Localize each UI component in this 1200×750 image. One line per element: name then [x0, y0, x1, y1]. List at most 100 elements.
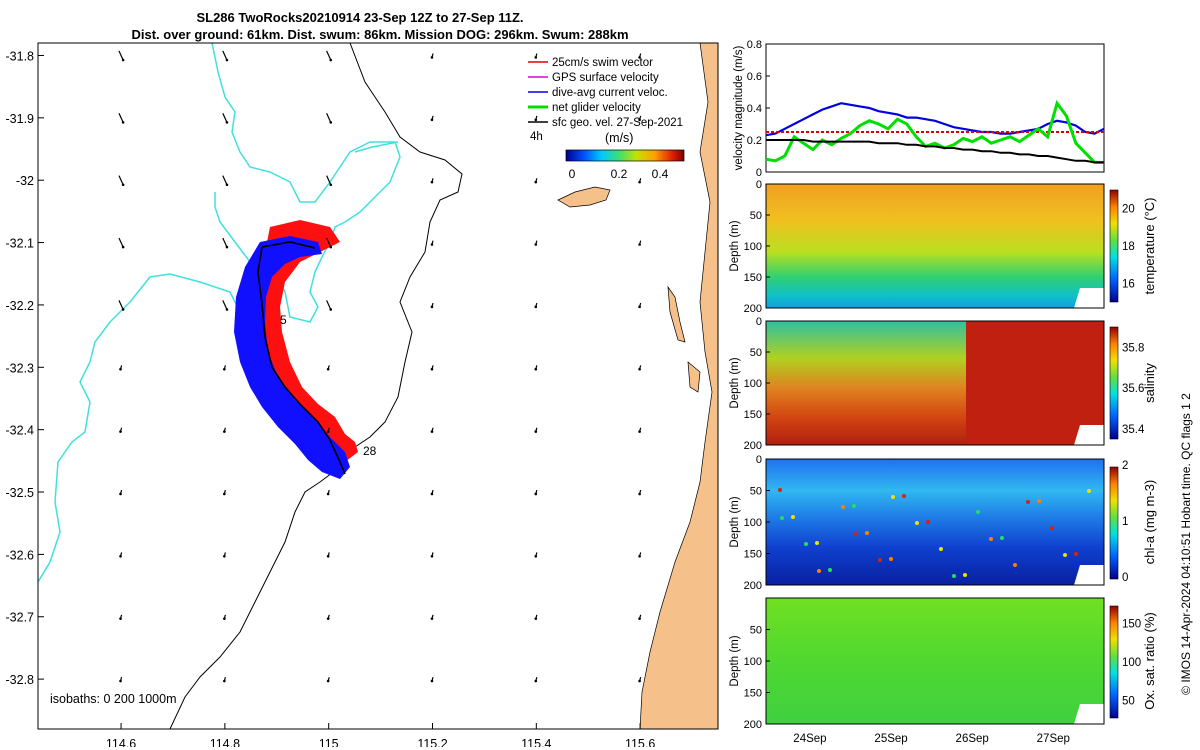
map-ytick-label: -32.4	[6, 424, 35, 438]
current-arrow-head	[326, 492, 330, 496]
colorbar-tick-label: 150	[1122, 618, 1141, 630]
depth-tick-label: 100	[744, 517, 762, 529]
oxygen-mask	[1074, 704, 1104, 724]
current-arrow-head	[326, 367, 330, 371]
oxygen-field	[766, 598, 1104, 724]
current-arrow-head	[223, 679, 226, 683]
map-ytick-label: -32.3	[6, 361, 35, 375]
velocity-ytick-label: 0.2	[747, 135, 762, 147]
chla-point	[952, 574, 956, 578]
current-arrow	[222, 300, 228, 310]
depth-tick-label: 150	[744, 688, 762, 700]
current-arrow-head	[225, 183, 229, 187]
temperature-cblabel: temperature (°C)	[1142, 198, 1157, 295]
depth-tick-label: 0	[756, 454, 762, 466]
map-legend: 25cm/s swim vector GPS surface velocity …	[528, 57, 685, 181]
chla-point	[1087, 489, 1091, 493]
depth-tick-label: 150	[744, 409, 762, 421]
depth-tick-label: 200	[744, 719, 762, 731]
colorbar-tick-2: 0.4	[652, 167, 669, 181]
chla-point	[778, 488, 782, 492]
current-arrow-head	[430, 243, 434, 246]
velocity-series-2	[765, 99, 1104, 164]
chla-point	[865, 531, 869, 535]
temperature-ylabel: Depth (m)	[729, 220, 741, 271]
colorbar-tick-label: 0	[1122, 572, 1128, 584]
colorbar-tick-label: 35.8	[1122, 342, 1144, 354]
salinity-colorbar	[1109, 326, 1119, 440]
current-arrow-head	[638, 367, 641, 371]
depth-tick-label: 50	[750, 210, 762, 222]
map-ytick-label: -31.9	[6, 112, 35, 126]
current-arrow-head	[119, 555, 122, 558]
chla-point	[804, 542, 808, 546]
chla-point	[891, 495, 895, 499]
current-arrow	[326, 50, 332, 61]
legend-extra: 4h	[530, 131, 543, 143]
velocity-ytick-label: 0.4	[747, 103, 762, 115]
temperature-colorbar	[1109, 189, 1119, 303]
time-tick-label: 26Sep	[956, 733, 989, 745]
colorbar-tick-label: 16	[1122, 278, 1135, 290]
current-arrow-head	[326, 430, 330, 433]
chla-point	[1074, 552, 1078, 556]
chla-cblabel: chl-a (mg m-3)	[1142, 480, 1157, 565]
current-arrow-head	[430, 367, 434, 371]
current-arrow-head	[223, 430, 226, 433]
depth-tick-label: 50	[750, 347, 762, 359]
velocity-ytick-label: 0.6	[747, 71, 762, 83]
current-arrow-head	[430, 492, 434, 496]
colorbar-tick-label: 100	[1122, 657, 1141, 669]
glider-path	[257, 241, 346, 475]
current-arrow-head	[534, 367, 538, 371]
current-arrow-head	[430, 180, 434, 184]
current-arrow-head	[225, 121, 229, 124]
chla-point	[915, 521, 919, 525]
velocity-ytick-label: 0	[756, 167, 762, 178]
current-arrow	[222, 50, 228, 61]
chla-point	[963, 573, 967, 577]
map-xtick-label: 114.6	[106, 737, 136, 747]
current-arrow-head	[638, 430, 641, 433]
legend-label-dive: dive-avg current veloc.	[552, 87, 668, 99]
chla-point	[854, 532, 858, 536]
speed-colorbar	[565, 149, 685, 162]
time-tick-label: 24Sep	[793, 733, 826, 745]
current-arrow-head	[638, 617, 641, 620]
chla-point	[889, 557, 893, 561]
current-arrow-head	[121, 245, 125, 249]
map-ytick-label: -32.6	[6, 548, 35, 562]
current-arrow-head	[329, 58, 333, 62]
depth-tick-label: 200	[744, 440, 762, 452]
chla-point	[841, 505, 845, 509]
current-arrow-head	[119, 679, 122, 683]
colorbar-tick-label: 35.4	[1122, 424, 1145, 436]
current-arrow	[326, 175, 332, 185]
current-arrow-head	[430, 679, 434, 683]
depth-tick-label: 100	[744, 241, 762, 253]
current-arrow	[118, 237, 124, 248]
current-arrow-head	[430, 118, 434, 122]
depth-tick-label: 100	[744, 656, 762, 668]
current-arrow	[118, 175, 124, 185]
current-arrow-head	[223, 367, 226, 371]
current-arrow-head	[225, 245, 229, 249]
track-label-end: 28	[363, 444, 377, 458]
map-xtick-label: 115	[319, 737, 339, 747]
legend-label-sfc: sfc geo. vel. 27-Sep-2021	[552, 117, 683, 129]
chla-mask	[1074, 565, 1104, 585]
current-arrow-head	[534, 492, 538, 496]
colorbar-tick-1: 0.2	[611, 167, 628, 181]
current-arrows	[118, 50, 642, 683]
velocity-series-3	[766, 139, 1104, 164]
temperature-field	[766, 184, 1104, 308]
current-arrow-head	[430, 305, 434, 309]
chla-point	[817, 569, 821, 573]
oxygen-cblabel: Ox. sat. ratio (%)	[1142, 612, 1157, 710]
figure-title-line2: Dist. over ground: 61km. Dist. swum: 86k…	[131, 27, 629, 42]
chla-point	[1063, 553, 1067, 557]
profile-panels: 05010015020016182005010015020035.435.635…	[729, 179, 1193, 745]
chla-point	[1000, 536, 1004, 540]
current-arrow-head	[223, 492, 226, 496]
current-arrow-head	[534, 617, 538, 620]
